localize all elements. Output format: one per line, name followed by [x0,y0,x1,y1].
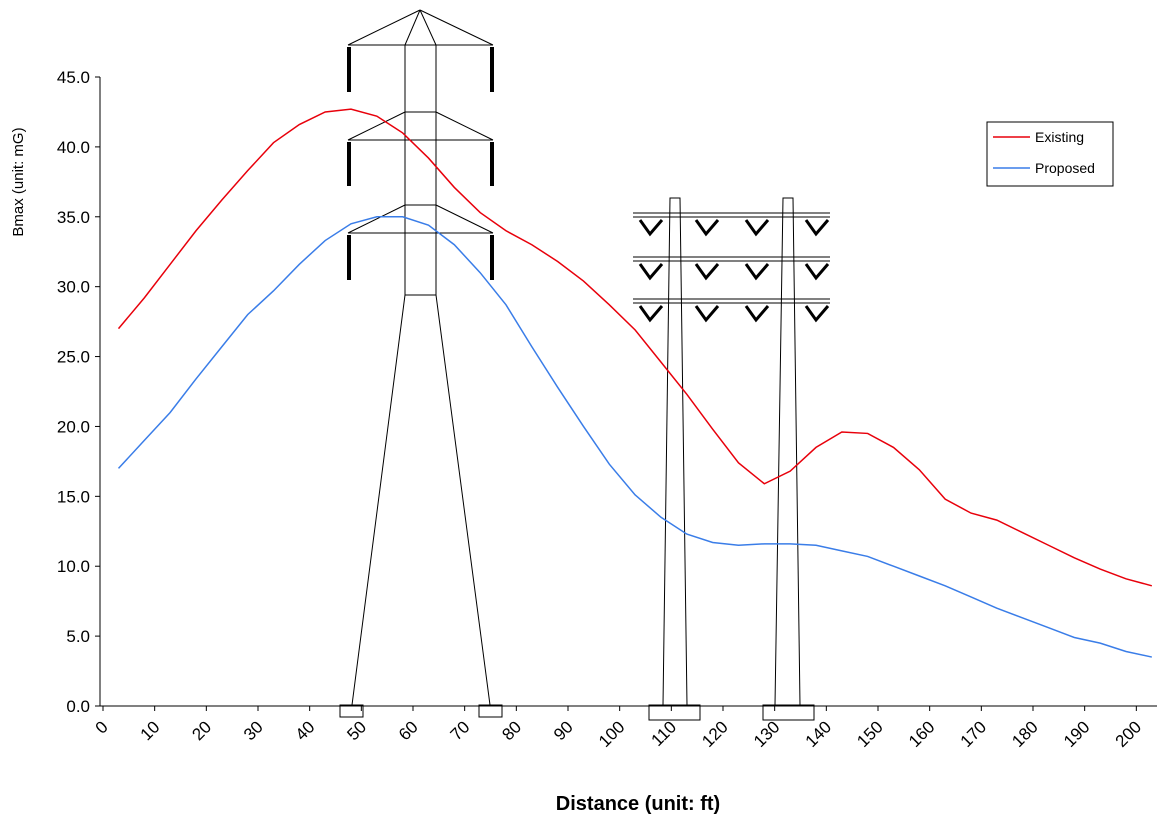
y-tick-label: 20.0 [57,417,90,436]
x-tick-label: 10 [137,717,164,744]
y-tick-label: 10.0 [57,557,90,576]
x-tick-label: 180 [1008,717,1041,750]
y-tick-label: 15.0 [57,487,90,506]
y-tick-label: 45.0 [57,68,90,87]
y-tick-label: 5.0 [66,627,90,646]
y-tick-label: 35.0 [57,208,90,227]
x-tick-label: 100 [595,717,628,750]
x-tick-label: 60 [395,717,422,744]
legend-label: Proposed [1035,160,1095,176]
x-tick-label: 200 [1112,717,1145,750]
x-tick-label: 170 [957,717,990,750]
y-tick-label: 25.0 [57,348,90,367]
x-tick-label: 70 [447,717,474,744]
x-tick-label: 90 [550,717,577,744]
x-tick-label: 190 [1060,717,1093,750]
legend-label: Existing [1035,129,1084,145]
x-tick-label: 20 [188,717,215,744]
x-tick-label: 110 [648,717,681,750]
x-tick-label: 50 [343,717,370,744]
x-tick-label: 160 [905,717,938,750]
x-tick-label: 140 [802,717,835,750]
x-axis-title: Distance (unit: ft) [556,793,720,815]
x-tick-label: 30 [240,717,267,744]
towers [340,10,830,720]
x-tick-label: 150 [853,717,886,750]
y-axis-title: Bmax (unit: mG) [10,127,27,236]
x-tick-label: 130 [750,717,783,750]
x-tick-label: 0 [92,717,112,737]
x-tick-label: 40 [292,717,319,744]
chart: Distance (unit: ft) Bmax (unit: mG) 0.0 5… [0,0,1161,820]
y-tick-label: 40.0 [57,138,90,157]
y-tick-label: 30.0 [57,278,90,297]
line [119,217,1152,657]
x-tick-label: 80 [498,717,525,744]
y-tick-label: 0.0 [66,697,90,716]
x-tick-label: 120 [698,717,731,750]
